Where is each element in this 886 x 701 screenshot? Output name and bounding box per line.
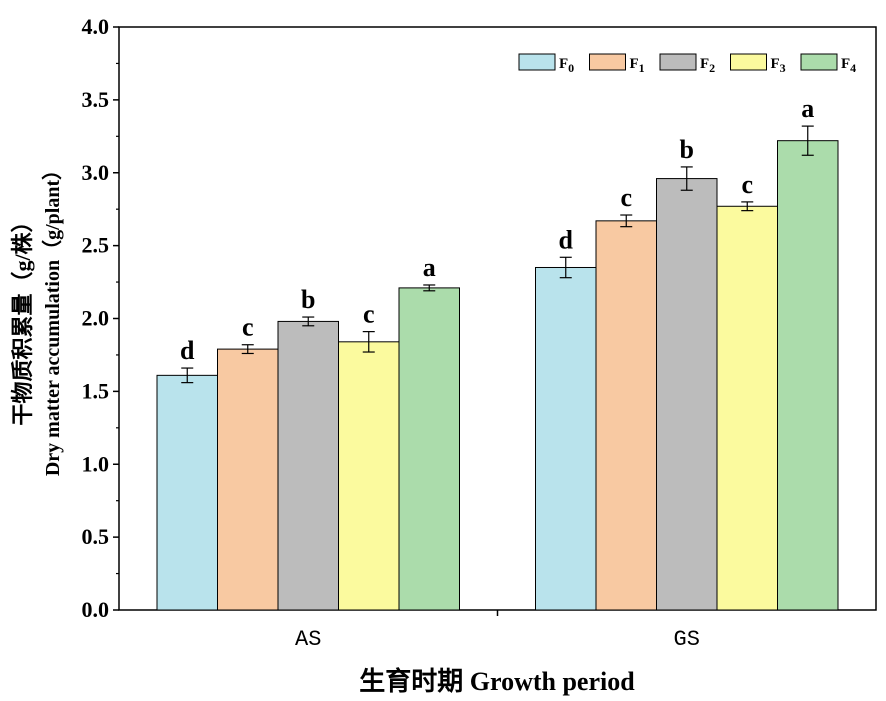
bar [656,178,718,611]
x-axis-title: 生育时期 Growth period [359,666,635,696]
legend-label: F1 [630,56,645,75]
significance-letter: c [620,183,632,212]
y-tick-label: 1.0 [82,451,110,476]
significance-letter: b [680,135,694,164]
legend-label: F4 [841,56,856,75]
legend-swatch [800,53,838,71]
y-tick-label: 4.0 [82,14,110,39]
x-axis: AS GS [295,610,700,652]
significance-letter: a [423,253,436,282]
significance-letter: a [801,94,814,123]
y-tick-label: 3.5 [82,87,110,112]
legend-label: F3 [771,56,786,75]
legend-label: F0 [559,56,574,75]
bar [156,374,218,611]
legend-swatch [589,53,626,71]
significance-letter: c [363,300,375,329]
significance-letter: b [301,285,315,314]
bar [398,287,460,611]
y-tick-label: 3.0 [82,160,110,185]
y-tick-label: 1.5 [82,378,110,403]
significance-letter: d [559,225,574,254]
y-tick-label: 2.5 [82,233,110,258]
y-axis: 0.0 0.5 1.0 1.5 2.0 2.5 3.0 3.5 4.0 [82,14,119,622]
legend-swatch [518,53,556,71]
significance-letter: d [180,336,195,365]
bar [217,348,279,611]
bar [595,220,657,611]
bar [338,341,400,611]
y-axis-title-cn: 干物质积累量（g/株） [10,210,35,425]
legend-swatch [659,53,697,71]
y-axis-title-en: Dry matter accumulation（g/plant） [41,160,64,476]
plot-area: d c b c a d c b c a [118,26,877,611]
legend-label: F2 [700,56,715,75]
bar [716,205,778,611]
significance-letter: c [741,170,753,199]
x-category-label: AS [295,627,321,652]
y-tick-label: 0.0 [82,597,110,622]
y-tick-label: 2.0 [82,306,110,331]
legend-swatch [730,53,767,71]
significance-letter: c [242,313,254,342]
x-category-label: GS [674,627,700,652]
y-tick-label: 0.5 [82,524,110,549]
bar [535,266,597,611]
legend: F0 F1 F2 F3 F4 [518,53,856,75]
bar [277,320,339,611]
bar [777,140,839,611]
